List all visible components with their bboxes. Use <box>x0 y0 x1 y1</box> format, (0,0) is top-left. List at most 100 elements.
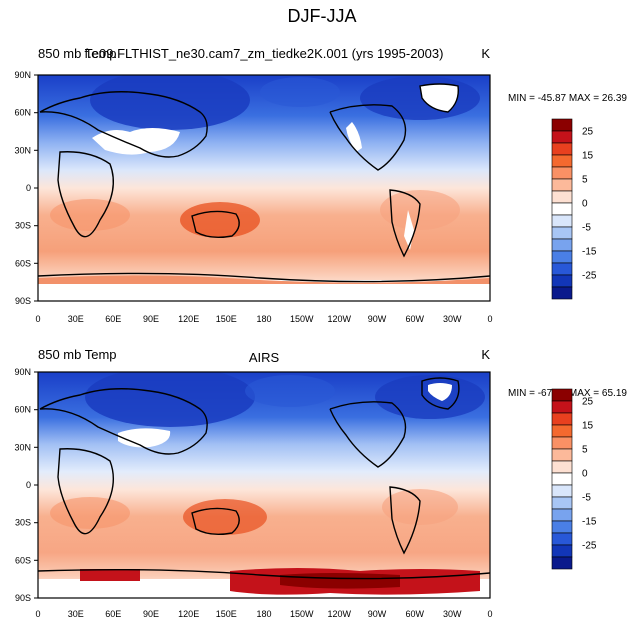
lon-label: 30W <box>443 314 462 324</box>
colorbar-swatch <box>551 472 573 486</box>
lon-label: 0 <box>487 314 492 324</box>
lon-label: 60W <box>405 314 424 324</box>
colorbar-swatch <box>551 448 573 462</box>
lon-label: 120E <box>178 609 199 619</box>
colorbar-swatch <box>551 424 573 438</box>
lat-label: 90S <box>15 296 31 306</box>
lon-label: 150E <box>216 609 237 619</box>
colorbar-swatch <box>551 484 573 498</box>
lon-label: 90E <box>143 609 159 619</box>
colorbar-swatch <box>551 496 573 510</box>
colorbar-tick-label: 25 <box>582 127 594 138</box>
colorbar-tick-label: 5 <box>582 445 588 456</box>
colorbar-tick-label: 0 <box>582 199 588 210</box>
lat-label: 90N <box>14 367 31 377</box>
panel-center-title: f.e09.FLTHIST_ne30.cam7_zm_tiedke2K.001 … <box>85 46 444 61</box>
panel-units: K <box>481 46 490 61</box>
map-panel-airs-svg: 850 mb Temp AIRS K MIN = -67.85 MAX = 65… <box>14 347 627 619</box>
colorbar-swatch <box>551 556 573 570</box>
colorbar-swatch <box>551 190 573 204</box>
lon-label: 60E <box>105 609 121 619</box>
colorbar-tick-label: -15 <box>582 517 597 528</box>
colorbar-swatch <box>551 166 573 180</box>
colorbar-swatch <box>551 262 573 276</box>
lat-label: 30N <box>14 442 31 452</box>
colorbar-swatch <box>551 400 573 414</box>
lon-label: 120W <box>328 314 352 324</box>
colorbar-swatch <box>551 520 573 534</box>
figure-title: DJF-JJA <box>287 6 357 26</box>
map-field <box>38 372 490 598</box>
lon-label: 90E <box>143 314 159 324</box>
panel-stats: MIN = -45.87 MAX = 26.39 <box>508 93 627 104</box>
colorbar-swatch <box>551 226 573 240</box>
panel-left-title: 850 mb Temp <box>38 347 117 362</box>
colorbar-tick-label: 5 <box>582 175 588 186</box>
lat-label: 90N <box>14 70 31 80</box>
lat-label: 60N <box>14 405 31 415</box>
lat-label: 90S <box>15 593 31 603</box>
lat-label: 30S <box>15 518 31 528</box>
colorbar: 25 15 5 0 -5 -15 -25 <box>551 388 597 570</box>
map-panel-airs: 850 mb Temp AIRS K MIN = -67.85 MAX = 65… <box>0 335 644 635</box>
colorbar-swatch <box>551 238 573 252</box>
colorbar-tick-label: -5 <box>582 493 591 504</box>
lon-label: 120W <box>328 609 352 619</box>
lat-label: 0 <box>26 480 31 490</box>
lat-axis: 90N 60N 30N 0 30S 60S 90S <box>14 70 38 306</box>
lon-label: 90W <box>368 609 387 619</box>
lon-label: 60E <box>105 314 121 324</box>
colorbar-swatch <box>551 202 573 216</box>
lat-axis: 90N 60N 30N 0 30S 60S 90S <box>14 367 38 603</box>
lat-label: 30S <box>15 221 31 231</box>
colorbar-swatch <box>551 508 573 522</box>
colorbar-swatch <box>551 142 573 156</box>
colorbar-tick-label: -5 <box>582 223 591 234</box>
lon-label: 0 <box>35 609 40 619</box>
lon-label: 120E <box>178 314 199 324</box>
colorbar-swatch <box>551 154 573 168</box>
lon-label: 180 <box>256 609 271 619</box>
map-field <box>38 75 490 301</box>
lat-label: 60S <box>15 555 31 565</box>
panel-units: K <box>481 347 490 362</box>
lon-label: 30E <box>68 314 84 324</box>
map-panel-model: 850 mb Temp f.e09.FLTHIST_ne30.cam7_zm_t… <box>0 40 644 340</box>
lat-label: 60N <box>14 108 31 118</box>
colorbar-tick-label: 15 <box>582 421 594 432</box>
colorbar-swatch <box>551 274 573 288</box>
map-panel-model-svg: 850 mb Temp f.e09.FLTHIST_ne30.cam7_zm_t… <box>14 46 627 324</box>
colorbar-swatch <box>551 250 573 264</box>
colorbar-swatch <box>551 532 573 546</box>
lat-label: 30N <box>14 145 31 155</box>
colorbar-tick-label: 0 <box>582 469 588 480</box>
colorbar-swatch <box>551 460 573 474</box>
panel-center-title: AIRS <box>249 350 280 365</box>
lon-label: 150W <box>290 609 314 619</box>
colorbar-swatch <box>551 118 573 132</box>
colorbar-swatch <box>551 544 573 558</box>
colorbar-swatch <box>551 412 573 426</box>
colorbar-swatch <box>551 388 573 402</box>
lon-axis: 0 30E 60E 90E 120E 150E 180 150W 120W 90… <box>35 609 492 619</box>
panel-left-title: 850 mb Temp <box>38 46 117 61</box>
lon-label: 90W <box>368 314 387 324</box>
colorbar-swatch <box>551 286 573 300</box>
lon-label: 150E <box>216 314 237 324</box>
colorbar-tick-label: -25 <box>582 271 597 282</box>
colorbar: 25 15 5 0 -5 -15 -25 <box>551 118 597 300</box>
colorbar-tick-label: -25 <box>582 541 597 552</box>
lon-label: 0 <box>35 314 40 324</box>
lat-label: 60S <box>15 258 31 268</box>
colorbar-swatch <box>551 214 573 228</box>
lon-label: 60W <box>405 609 424 619</box>
colorbar-swatch <box>551 178 573 192</box>
colorbar-tick-label: -15 <box>582 247 597 258</box>
lon-label: 30E <box>68 609 84 619</box>
lon-label: 30W <box>443 609 462 619</box>
lon-label: 180 <box>256 314 271 324</box>
colorbar-swatch <box>551 130 573 144</box>
colorbar-swatch <box>551 436 573 450</box>
lon-label: 150W <box>290 314 314 324</box>
lon-axis: 0 30E 60E 90E 120E 150E 180 150W 120W 90… <box>35 314 492 324</box>
